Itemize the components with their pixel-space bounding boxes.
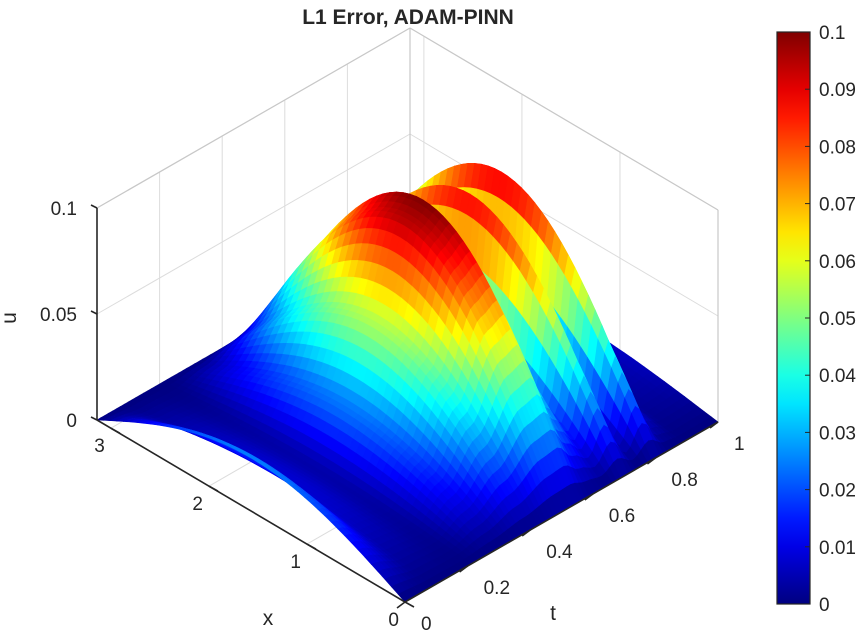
z-axis-label: u bbox=[0, 312, 21, 324]
z-tick-label: 0 bbox=[66, 411, 77, 432]
x-tick-mark bbox=[208, 485, 219, 492]
y-tick-label: 0.2 bbox=[484, 578, 510, 599]
colorbar-tick-label: 0.06 bbox=[819, 252, 856, 273]
colorbar: 0 0.01 0.02 0.03 0.04 0.05 0.06 0.07 0.08 0.09 0.1 bbox=[776, 23, 856, 616]
x-tick-mark bbox=[404, 601, 415, 608]
y-axis-label: t bbox=[550, 602, 556, 625]
colorbar-tick-label: 0.03 bbox=[819, 423, 856, 444]
colorbar-tick-label: 0.09 bbox=[819, 80, 856, 101]
z-tick-mark bbox=[90, 310, 98, 315]
chart-title: L1 Error, ADAM-PINN bbox=[302, 6, 514, 29]
colorbar-tick-label: 0 bbox=[819, 595, 830, 616]
x-tick-label: 3 bbox=[94, 436, 105, 457]
box-edge bbox=[409, 27, 719, 211]
x-axis-label: x bbox=[263, 607, 274, 630]
box-edge bbox=[96, 27, 411, 209]
y-tick-mark bbox=[709, 421, 719, 429]
surface bbox=[95, 163, 719, 603]
z-tick-label: 0.05 bbox=[40, 305, 77, 326]
y-tick-mark bbox=[584, 493, 594, 501]
y-tick-label: 0.8 bbox=[671, 470, 697, 491]
colorbar-tick-label: 0.04 bbox=[819, 366, 856, 387]
z-tick-mark bbox=[90, 416, 98, 421]
colorbar-gradient bbox=[776, 31, 811, 605]
x-tick-mark bbox=[306, 543, 317, 550]
y-tick-mark bbox=[396, 601, 406, 609]
colorbar-tick-label: 0.08 bbox=[819, 137, 856, 158]
y-tick-mark bbox=[459, 565, 469, 573]
y-axis-line bbox=[404, 421, 719, 603]
colorbar-tick-label: 0.02 bbox=[819, 481, 856, 502]
z-tick-label: 0.1 bbox=[51, 199, 77, 220]
colorbar-tick-label: 0.01 bbox=[819, 538, 856, 559]
y-tick-mark bbox=[646, 457, 656, 465]
colorbar-tick-label: 0.07 bbox=[819, 195, 856, 216]
y-tick-label: 0.4 bbox=[546, 542, 573, 563]
x-tick-mark bbox=[110, 427, 121, 434]
x-tick-label: 2 bbox=[192, 494, 203, 515]
y-tick-label: 0.6 bbox=[609, 506, 635, 527]
y-tick-label: 1 bbox=[734, 434, 745, 455]
x-tick-label: 1 bbox=[290, 552, 301, 573]
colorbar-tick-label: 0.1 bbox=[819, 23, 845, 44]
colorbar-tick-label: 0.05 bbox=[819, 309, 856, 330]
x-axis-line bbox=[96, 419, 406, 603]
y-tick-label: 0 bbox=[421, 614, 432, 635]
grid-line bbox=[96, 133, 411, 315]
x-tick-label: 0 bbox=[388, 610, 399, 631]
y-tick-mark bbox=[521, 529, 531, 537]
z-tick-mark bbox=[90, 204, 98, 209]
